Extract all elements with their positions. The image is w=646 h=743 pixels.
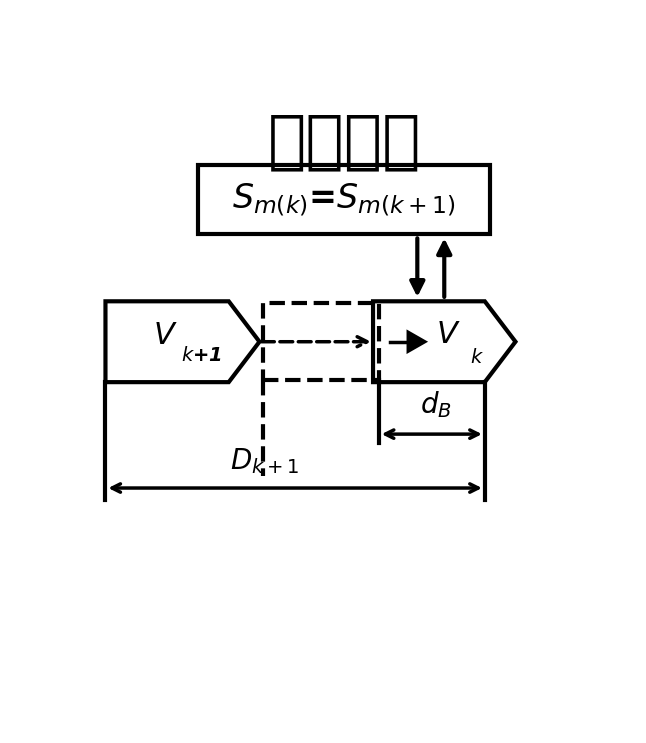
- Text: $k$+1: $k$+1: [182, 346, 222, 365]
- Bar: [198, 165, 490, 234]
- Text: $D_{k+1}$: $D_{k+1}$: [230, 447, 299, 476]
- Text: $d_{B}$: $d_{B}$: [420, 389, 452, 421]
- Polygon shape: [406, 329, 428, 354]
- Text: $S_{m(k)}$=$S_{m(k+1)}$: $S_{m(k)}$=$S_{m(k+1)}$: [233, 181, 456, 218]
- Bar: [264, 303, 379, 380]
- Text: 处理站点: 处理站点: [267, 111, 421, 172]
- Text: $k$: $k$: [470, 348, 484, 366]
- Polygon shape: [373, 302, 516, 382]
- Text: $V$: $V$: [153, 321, 178, 350]
- Text: $V$: $V$: [436, 319, 461, 348]
- Polygon shape: [105, 302, 260, 382]
